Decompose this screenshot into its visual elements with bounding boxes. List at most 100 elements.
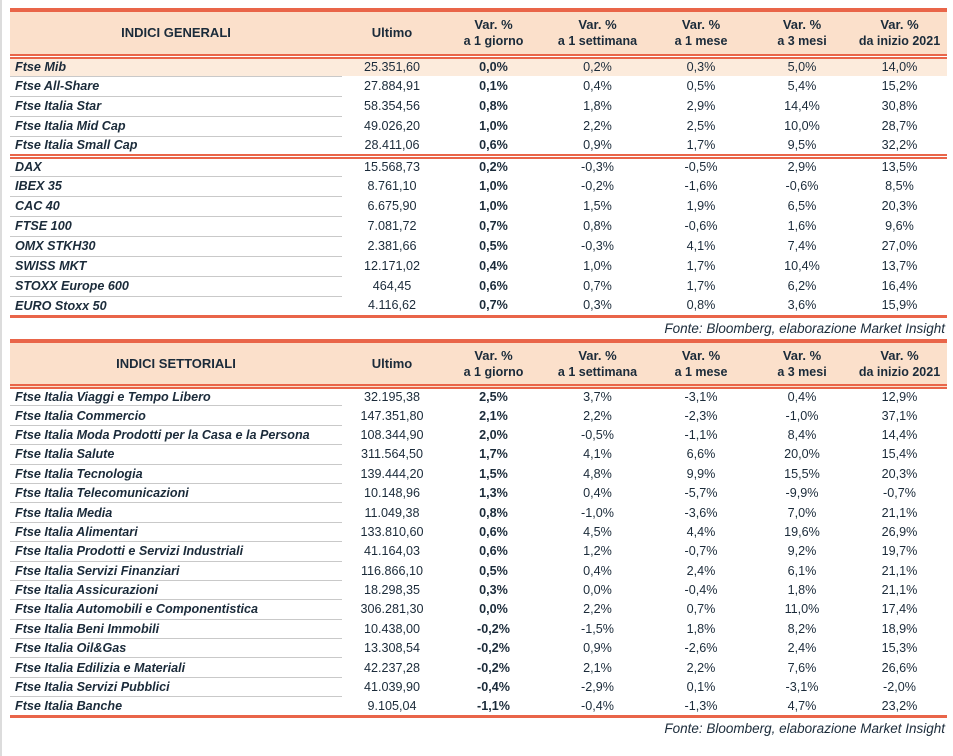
column-header-var-1settimana: Var. % a 1 settimana [545,338,650,389]
ultimo-cell: 306.281,30 [360,602,424,617]
table-row: Ftse Italia Media 11.049,38 0,8% -1,0% -3,6%… [10,502,947,523]
var-pct-cell: -0,3% [581,239,614,253]
var-pct-cell: 0,4% [583,486,612,501]
var-pct-cell: 8,4% [787,427,817,442]
var-pct-cell: -0,6% [684,219,718,233]
ultimo-cell: 116.866,10 [360,563,424,578]
var-pct-cell: 0,0% [442,56,545,76]
var-pct-cell: 9,5% [752,136,852,159]
table-row: Ftse Italia Star 58.354,56 0,8% 1,8% 2,9% 14,… [10,96,947,117]
var-pct-cell: 1,7% [686,279,716,293]
indici-settoriali-body: Ftse Italia Viaggi e Tempo Libero 32.195,… [10,386,947,718]
table-row: Ftse Mib 25.351,60 0,0% 0,2% 0,3% 5,0% 14,0% [10,56,947,77]
var-pct-cell: 15,9% [852,296,947,318]
table-row: Ftse All-Share 27.884,91 0,1% 0,4% 0,5% 5,4% 1… [10,76,947,97]
var-pct-cell: 0,4% [583,79,612,93]
var-pct-cell: 1,8% [583,99,612,113]
ultimo-cell: 25.351,60 [342,56,442,76]
table-row: Ftse Italia Tecnologia 139.444,20 1,5% 4,8%… [10,464,947,484]
var-pct-cell: 1,8% [686,621,716,636]
var-pct-cell: -1,5% [581,621,614,636]
var-pct-cell: 1,5% [479,466,508,481]
ultimo-cell: 11.049,38 [364,505,420,520]
var-pct-cell: 1,5% [583,199,612,213]
source-note: Fonte: Bloomberg, elaborazione Market In… [664,720,945,736]
var-pct-cell: 19,7% [881,544,918,559]
var-pct-cell: 15,5% [784,466,820,481]
var-pct-cell: 0,8% [650,296,752,318]
index-name-cell: Ftse Italia Oil&Gas [10,638,342,659]
var-pct-cell: 2,5% [479,390,508,405]
var-pct-cell: 7,4% [787,239,817,253]
ultimo-cell: 27.884,91 [363,79,421,93]
ultimo-cell: 4.116,62 [342,296,442,318]
var-pct-cell: 8,5% [885,179,914,193]
ultimo-cell: 7.081,72 [367,219,417,233]
var-pct-cell: -9,9% [785,486,819,501]
var-pct-cell: 0,8% [583,219,612,233]
var-pct-cell: 3,7% [583,390,612,405]
var-pct-cell: 21,1% [881,505,918,520]
indici-generali-header: INDICI GENERALI Ultimo Var. % a 1 giorno … [10,8,947,59]
index-name-cell: IBEX 35 [10,176,342,197]
var-pct-cell: -0,7% [684,544,718,559]
var-pct-cell: 6,1% [787,563,817,578]
var-pct-cell: -1,1% [442,696,545,718]
column-header-var-1giorno: Var. % a 1 giorno [442,8,545,59]
var-pct-cell: 0,6% [442,136,545,159]
table-row: Ftse Italia Mid Cap 49.026,20 1,0% 2,2% 2,5%… [10,116,947,137]
var-pct-cell: 2,2% [686,660,716,675]
var-pct-cell: 5,0% [752,56,852,76]
var-pct-cell: 2,1% [479,408,508,423]
var-pct-cell: -0,3% [581,160,614,175]
table-row: Ftse Italia Viaggi e Tempo Libero 32.195,… [10,386,947,407]
ultimo-cell: 18.298,35 [363,583,421,598]
ultimo-cell: 58.354,56 [363,99,421,113]
var-pct-cell: 0,5% [686,79,716,93]
var-pct-cell: 2,2% [583,408,612,423]
var-pct-cell: 2,0% [479,427,508,442]
var-pct-cell: 32,2% [852,136,947,159]
table-row: STOXX Europe 600 464,45 0,6% 0,7% 1,7% 6,2% 16… [10,276,947,297]
table-row: SWISS MKT 12.171,02 0,4% 1,0% 1,7% 10,4% 13,7% [10,256,947,277]
var-pct-cell: 16,4% [881,279,918,293]
table-title: INDICI SETTORIALI [10,338,342,389]
column-header-ultimo: Ultimo [342,8,442,59]
index-name-cell: Ftse Italia Commercio [10,405,342,426]
var-pct-cell: 14,0% [852,56,947,76]
var-pct-cell: -3,1% [785,680,819,695]
header-row: INDICI GENERALI Ultimo Var. % a 1 giorno … [10,8,947,59]
indici-generali-table: INDICI GENERALI Ultimo Var. % a 1 giorno … [10,8,947,318]
indici-settoriali-header: INDICI SETTORIALI Ultimo Var. % a 1 giorn… [10,338,947,389]
var-pct-cell: -0,5% [581,427,614,442]
var-pct-cell: 12,9% [881,390,918,405]
table-row: Ftse Italia Edilizia e Materiali 42.237,2… [10,657,947,678]
index-name-cell: SWISS MKT [10,256,342,277]
ultimo-cell: 41.039,90 [363,680,421,695]
var-pct-cell: -0,2% [477,660,510,675]
index-name-cell: OMX STKH30 [10,236,342,257]
index-name-cell: Ftse Italia Viaggi e Tempo Libero [10,386,342,407]
var-pct-cell: 1,7% [686,259,716,273]
var-pct-cell: 0,4% [479,259,508,273]
var-pct-cell: -0,6% [785,179,819,193]
var-pct-cell: 2,5% [686,119,716,133]
var-pct-cell: 0,8% [479,99,508,113]
var-pct-cell: 15,4% [881,447,918,462]
table-row: OMX STKH30 2.381,66 0,5% -0,3% 4,1% 7,4% 27,0% [10,236,947,257]
var-pct-cell: 1,3% [479,486,508,501]
var-pct-cell: 0,4% [583,563,612,578]
table-row: Ftse Italia Moda Prodotti per la Casa e … [10,425,947,446]
index-name-cell: Ftse Italia Servizi Pubblici [10,677,342,698]
var-pct-cell: 20,3% [881,466,918,481]
header-row: INDICI SETTORIALI Ultimo Var. % a 1 giorn… [10,338,947,389]
var-pct-cell: -2,3% [684,408,718,423]
var-pct-cell: -1,1% [684,427,718,442]
ultimo-cell: 12.171,02 [363,259,421,273]
var-pct-cell: -0,2% [477,621,510,636]
ultimo-cell: 2.381,66 [367,239,417,253]
var-pct-cell: 8,2% [787,621,817,636]
index-name-cell: FTSE 100 [10,216,342,237]
var-pct-cell: 10,0% [784,119,820,133]
